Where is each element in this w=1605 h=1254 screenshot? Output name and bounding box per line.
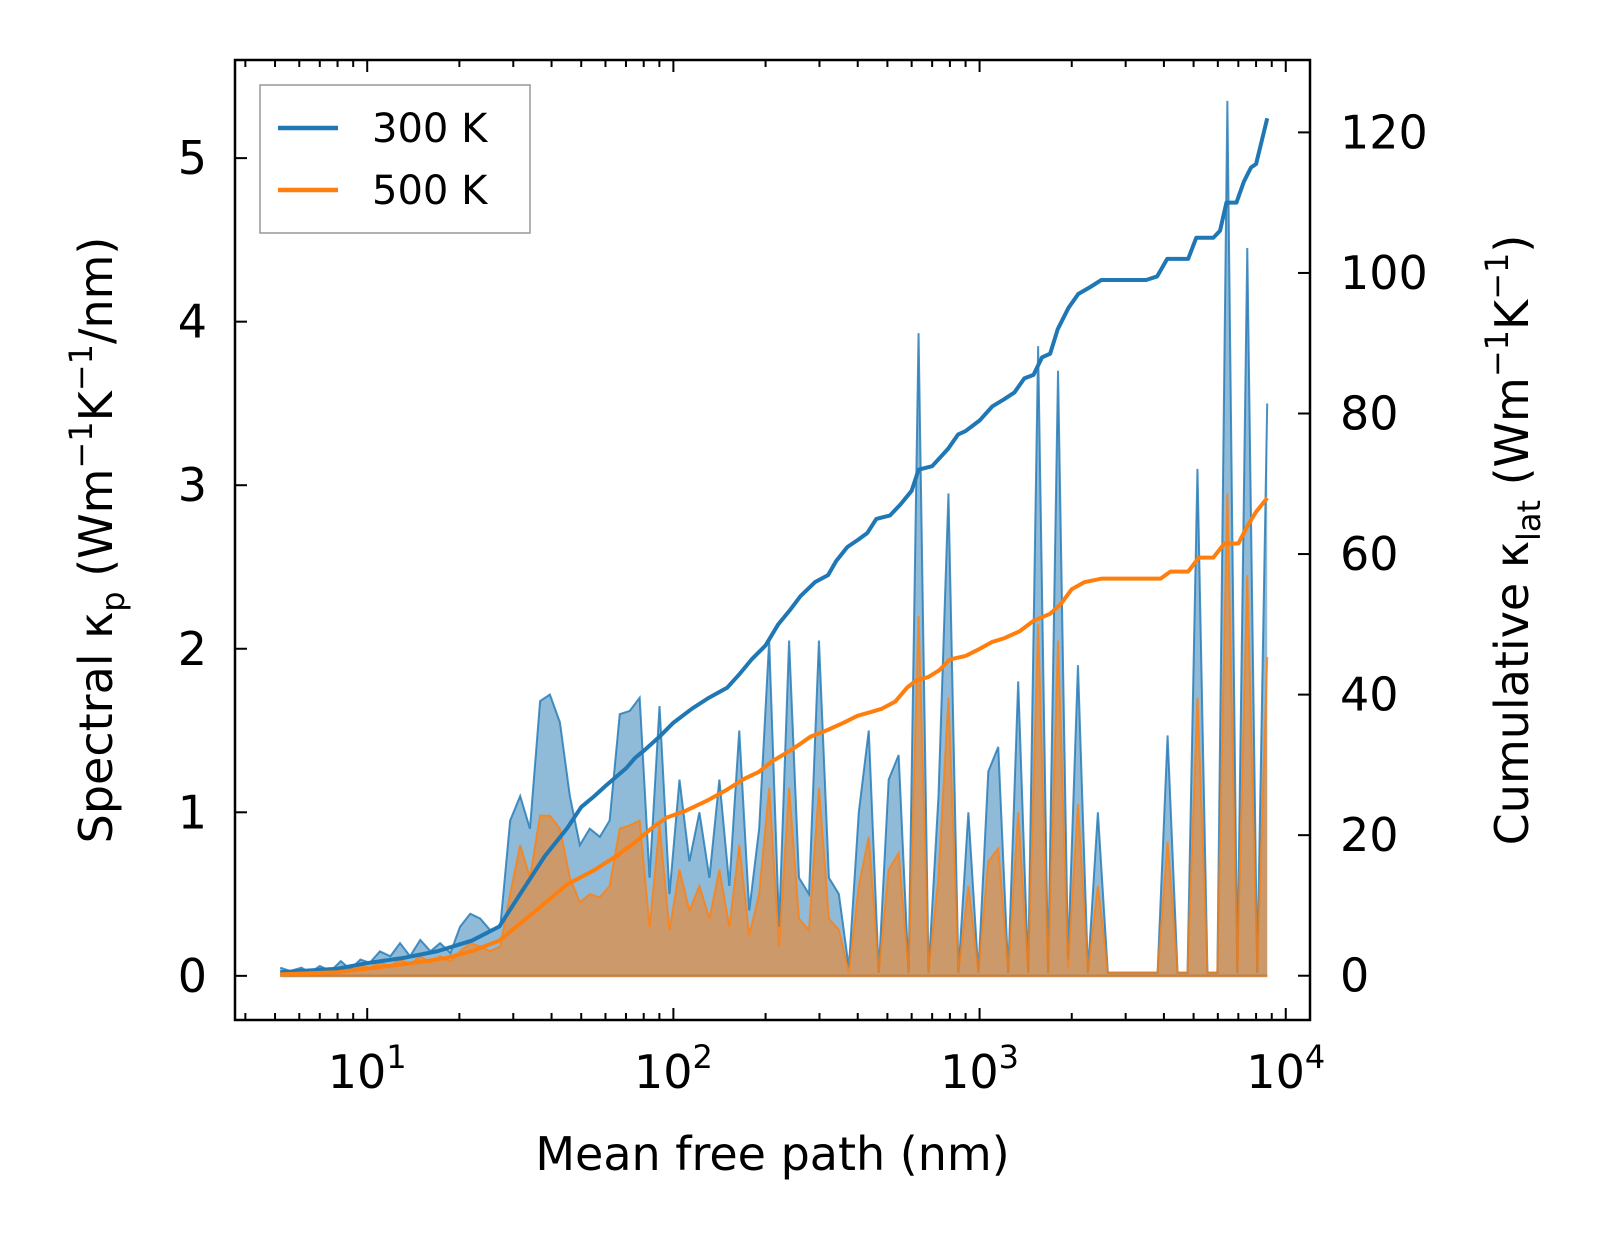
x-tick-label: 104: [1246, 1038, 1325, 1099]
y-right-tick-label: 0: [1340, 949, 1369, 1003]
cumulative-line-layer: [280, 117, 1270, 977]
legend: 300 K 500 K: [259, 84, 531, 234]
y-right-tick-label: 80: [1340, 386, 1399, 440]
legend-label-500k: 500 K: [372, 168, 489, 214]
y-right-tick-label: 120: [1340, 105, 1428, 159]
y-left-tick-label: 5: [178, 131, 207, 185]
plot-frame: [233, 58, 1312, 1022]
y-right-tick-label: 20: [1340, 808, 1399, 862]
y-right-tick-label: 100: [1340, 246, 1428, 300]
y-left-tick-label: 0: [178, 949, 207, 1003]
x-tick-label: 103: [940, 1038, 1019, 1099]
y-left-tick-label: 4: [178, 295, 207, 349]
y-right-axis-label: Cumulative κlat (Wm−1K−1): [1478, 235, 1548, 846]
legend-label-300k: 300 K: [372, 106, 489, 152]
cumulative-line-300k: [280, 117, 1270, 975]
y-left-tick-label: 3: [178, 458, 207, 512]
legend-box: [259, 84, 531, 234]
y-left-tick-label: 2: [178, 622, 207, 676]
x-axis-label: Mean free path (nm): [535, 1127, 1009, 1181]
y-right-tick-label: 60: [1340, 527, 1399, 581]
y-left-axis-label: Spectral κp (Wm−1K−1/nm): [62, 237, 132, 844]
x-tick-label: 101: [328, 1038, 407, 1099]
tick-layer: 101 102 103 104 0 1 2 3 4 5 0 20 40 60 80 100 120: [178, 60, 1428, 1099]
x-tick-label: 102: [634, 1038, 713, 1099]
y-left-tick-label: 1: [178, 785, 207, 839]
spectral-area-500k: [280, 493, 1268, 976]
cumulative-line-500k: [280, 496, 1269, 977]
y-right-tick-label: 40: [1340, 668, 1399, 722]
